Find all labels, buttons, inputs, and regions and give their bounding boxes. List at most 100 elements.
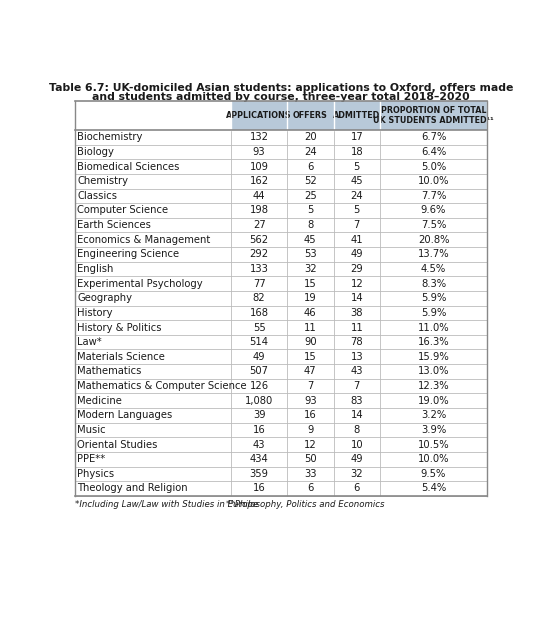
- Text: 9.5%: 9.5%: [421, 469, 446, 479]
- Text: 46: 46: [304, 308, 317, 318]
- Text: 4.5%: 4.5%: [421, 264, 446, 274]
- Text: 562: 562: [249, 235, 269, 245]
- Text: 5.9%: 5.9%: [421, 308, 446, 318]
- Bar: [334, 100, 380, 130]
- Text: 7.5%: 7.5%: [421, 220, 446, 230]
- Text: OFFERS: OFFERS: [293, 111, 328, 120]
- Text: 14: 14: [351, 410, 363, 420]
- Text: 5.9%: 5.9%: [421, 293, 446, 303]
- Text: Biomedical Sciences: Biomedical Sciences: [77, 161, 179, 171]
- Text: English: English: [77, 264, 113, 274]
- Text: 14: 14: [351, 293, 363, 303]
- Text: Law*: Law*: [77, 337, 102, 347]
- Text: 6.7%: 6.7%: [421, 133, 446, 143]
- Text: 11: 11: [304, 323, 317, 333]
- Text: 49: 49: [351, 249, 363, 259]
- Text: 132: 132: [250, 133, 269, 143]
- Text: 43: 43: [253, 440, 265, 450]
- Text: 1,080: 1,080: [245, 396, 273, 406]
- Text: Engineering Science: Engineering Science: [77, 249, 179, 259]
- Text: Earth Sciences: Earth Sciences: [77, 220, 151, 230]
- Text: 16.3%: 16.3%: [418, 337, 449, 347]
- Text: 18: 18: [351, 147, 363, 157]
- Text: Biochemistry: Biochemistry: [77, 133, 142, 143]
- Text: 20: 20: [304, 133, 317, 143]
- Text: 514: 514: [250, 337, 269, 347]
- Text: Classics: Classics: [77, 191, 117, 201]
- Text: PROPORTION OF TOTAL
UK STUDENTS ADMITTED¹¹: PROPORTION OF TOTAL UK STUDENTS ADMITTED…: [373, 106, 494, 125]
- Text: 43: 43: [351, 366, 363, 376]
- Text: 19.0%: 19.0%: [418, 396, 449, 406]
- Text: 9.6%: 9.6%: [421, 205, 446, 215]
- Text: Modern Languages: Modern Languages: [77, 410, 172, 420]
- Bar: [231, 100, 287, 130]
- Text: 13: 13: [351, 352, 363, 362]
- Text: 49: 49: [351, 454, 363, 464]
- Text: ADMITTED: ADMITTED: [333, 111, 380, 120]
- Text: 11: 11: [350, 323, 363, 333]
- Text: 44: 44: [253, 191, 265, 201]
- Text: History & Politics: History & Politics: [77, 323, 162, 333]
- Text: 29: 29: [350, 264, 363, 274]
- Text: 133: 133: [250, 264, 269, 274]
- Text: Experimental Psychology: Experimental Psychology: [77, 279, 203, 289]
- Text: APPLICATIONS: APPLICATIONS: [226, 111, 292, 120]
- Text: 5: 5: [353, 161, 360, 171]
- Text: 8: 8: [307, 220, 313, 230]
- Text: 8.3%: 8.3%: [421, 279, 446, 289]
- Text: 13.7%: 13.7%: [418, 249, 449, 259]
- Text: Oriental Studies: Oriental Studies: [77, 440, 157, 450]
- Text: Medicine: Medicine: [77, 396, 122, 406]
- Text: 292: 292: [249, 249, 269, 259]
- Text: 16: 16: [304, 410, 317, 420]
- Text: 15: 15: [304, 279, 317, 289]
- Text: 7: 7: [307, 381, 313, 391]
- Text: 8: 8: [353, 425, 360, 435]
- Text: 5: 5: [307, 205, 313, 215]
- Text: Mathematics: Mathematics: [77, 366, 141, 376]
- Text: Mathematics & Computer Science: Mathematics & Computer Science: [77, 381, 247, 391]
- Text: 33: 33: [304, 469, 317, 479]
- Text: 24: 24: [304, 147, 317, 157]
- Text: 16: 16: [253, 484, 266, 494]
- Text: 45: 45: [304, 235, 317, 245]
- Text: Music: Music: [77, 425, 106, 435]
- Text: Geography: Geography: [77, 293, 132, 303]
- Text: 25: 25: [304, 191, 317, 201]
- Text: 77: 77: [253, 279, 266, 289]
- Text: 6: 6: [353, 484, 360, 494]
- Text: 41: 41: [351, 235, 363, 245]
- Text: 78: 78: [351, 337, 363, 347]
- Text: 38: 38: [351, 308, 363, 318]
- Text: 82: 82: [253, 293, 265, 303]
- Text: 55: 55: [253, 323, 266, 333]
- Text: 168: 168: [250, 308, 269, 318]
- Text: 198: 198: [250, 205, 269, 215]
- Text: 434: 434: [250, 454, 269, 464]
- Text: 15: 15: [304, 352, 317, 362]
- Text: 49: 49: [253, 352, 265, 362]
- Text: 90: 90: [304, 337, 317, 347]
- Text: 507: 507: [250, 366, 269, 376]
- Text: 20.8%: 20.8%: [418, 235, 449, 245]
- Text: and students admitted by course, three-year total 2018–2020: and students admitted by course, three-y…: [92, 92, 470, 102]
- Text: 32: 32: [304, 264, 317, 274]
- Text: Theology and Religion: Theology and Religion: [77, 484, 187, 494]
- Text: 3.9%: 3.9%: [421, 425, 446, 435]
- Text: 45: 45: [351, 176, 363, 187]
- Text: Table 6.7: UK-domiciled Asian students: applications to Oxford, offers made: Table 6.7: UK-domiciled Asian students: …: [49, 83, 513, 93]
- Text: 50: 50: [304, 454, 317, 464]
- Text: 12.3%: 12.3%: [418, 381, 449, 391]
- Text: 126: 126: [249, 381, 269, 391]
- Bar: [380, 100, 487, 130]
- Text: 10.0%: 10.0%: [418, 176, 449, 187]
- Text: 5.4%: 5.4%: [421, 484, 446, 494]
- Text: 12: 12: [350, 279, 363, 289]
- Text: 93: 93: [304, 396, 317, 406]
- Text: 32: 32: [351, 469, 363, 479]
- Text: 162: 162: [249, 176, 269, 187]
- Text: 47: 47: [304, 366, 317, 376]
- Text: 39: 39: [253, 410, 265, 420]
- Text: Biology: Biology: [77, 147, 114, 157]
- Text: 11.0%: 11.0%: [418, 323, 449, 333]
